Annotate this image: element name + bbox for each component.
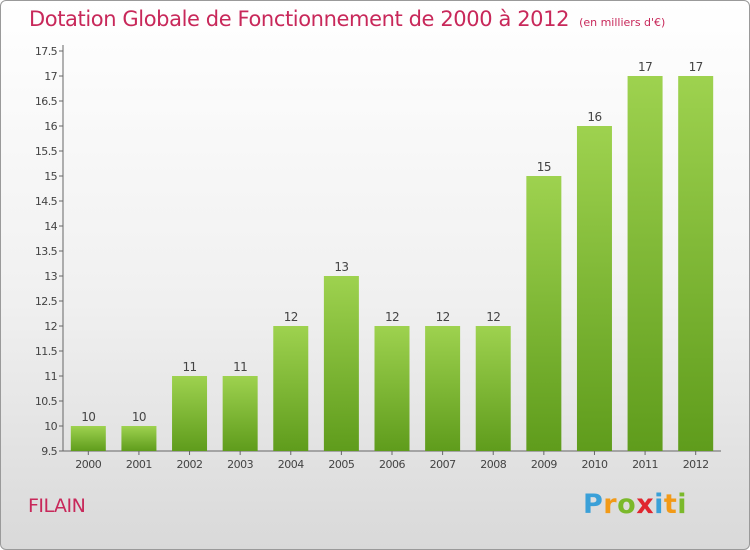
y-axis: 9.5 10 10.5 11 11.5 12 12.5 13 13.5 14 14.5 15 15.5 1…	[35, 45, 64, 458]
y-tick-label: 10.5	[35, 395, 58, 408]
bar-value-label: 12	[284, 310, 298, 324]
bar-2000	[70, 426, 106, 451]
x-tick-label: 2011	[632, 458, 658, 471]
y-tick-label: 16	[44, 120, 57, 133]
y-tick-label: 11.5	[35, 345, 58, 358]
y-tick-label: 12	[44, 320, 57, 333]
y-tick-label: 11	[44, 370, 57, 383]
x-tick-label: 2008	[480, 458, 506, 471]
x-tick-label: 2001	[126, 458, 152, 471]
bar-2009	[526, 176, 562, 451]
y-tick-label: 12.5	[35, 295, 58, 308]
y-tick-label: 10	[44, 420, 57, 433]
x-tick-label: 2002	[177, 458, 203, 471]
proxiti-logo: Proxiti	[583, 489, 687, 520]
bar-value-label: 12	[486, 310, 500, 324]
x-tick-label: 2000	[75, 458, 101, 471]
y-tick-label: 17	[44, 70, 57, 83]
bar-2011	[627, 76, 663, 451]
bar-value-label: 13	[334, 260, 348, 274]
bars: 10 10 11 11 12 13 12 12 12 15 16 17 17	[70, 60, 714, 451]
bar-2003	[222, 376, 258, 451]
bar-value-label: 17	[689, 60, 703, 74]
bar-2005	[323, 276, 359, 451]
bar-2012	[678, 76, 714, 451]
logo-letter: o	[617, 489, 637, 520]
bar-value-label: 11	[233, 360, 247, 374]
y-tick-label: 15.5	[35, 145, 58, 158]
y-tick-label: 14.5	[35, 195, 58, 208]
x-tick-label: 2007	[430, 458, 456, 471]
bar-value-label: 12	[385, 310, 399, 324]
bar-2008	[475, 326, 511, 451]
logo-letter: P	[583, 489, 604, 520]
y-tick-label: 16.5	[35, 95, 58, 108]
bar-value-label: 11	[182, 360, 196, 374]
bar-2007	[425, 326, 461, 451]
x-tick-label: 2010	[581, 458, 607, 471]
x-tick-label: 2005	[328, 458, 354, 471]
y-tick-label: 13.5	[35, 245, 58, 258]
chart-title: Dotation Globale de Fonctionnement de 20…	[29, 7, 666, 31]
bar-value-label: 12	[436, 310, 450, 324]
bar-2001	[121, 426, 157, 451]
y-tick-label: 13	[44, 270, 57, 283]
commune-name: FILAIN	[28, 495, 86, 517]
logo-letter: r	[603, 489, 618, 520]
logo-letter: x	[636, 489, 655, 520]
bar-value-label: 17	[638, 60, 652, 74]
y-tick-label: 14	[44, 220, 57, 233]
bar-value-label: 15	[537, 160, 551, 174]
y-tick-label: 15	[44, 170, 57, 183]
y-tick-label: 17.5	[35, 45, 58, 58]
x-tick-label: 2009	[531, 458, 557, 471]
x-tick-label: 2004	[278, 458, 304, 471]
x-tick-label: 2012	[683, 458, 709, 471]
bar-value-label: 16	[587, 110, 601, 124]
x-tick-label: 2006	[379, 458, 405, 471]
logo-letter: i	[677, 489, 688, 520]
y-tick-label: 9.5	[41, 445, 57, 458]
chart-subtitle: (en milliers d'€)	[579, 16, 666, 29]
logo-letter: i	[654, 489, 664, 520]
bar-2004	[273, 326, 309, 451]
bar-2006	[374, 326, 410, 451]
bar-value-label: 10	[132, 410, 146, 424]
logo-letter: t	[663, 489, 678, 520]
bar-2002	[172, 376, 208, 451]
x-tick-label: 2003	[227, 458, 253, 471]
bar-value-label: 10	[81, 410, 95, 424]
bar-2010	[576, 126, 612, 451]
x-axis: 2000 2001 2002 2003 2004 2005 2006 2007 2008 2009…	[63, 450, 721, 471]
